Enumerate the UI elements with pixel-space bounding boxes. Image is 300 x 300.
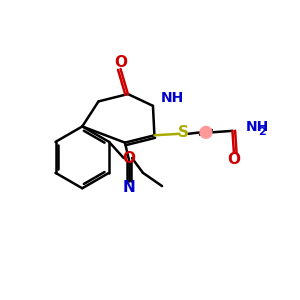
Text: NH: NH (161, 91, 184, 105)
Text: O: O (227, 152, 240, 167)
Text: S: S (178, 125, 189, 140)
Text: O: O (123, 151, 136, 166)
Text: N: N (123, 180, 136, 195)
Text: NH: NH (246, 120, 269, 134)
Text: 2: 2 (258, 127, 266, 137)
Text: O: O (114, 55, 127, 70)
Circle shape (200, 126, 212, 138)
